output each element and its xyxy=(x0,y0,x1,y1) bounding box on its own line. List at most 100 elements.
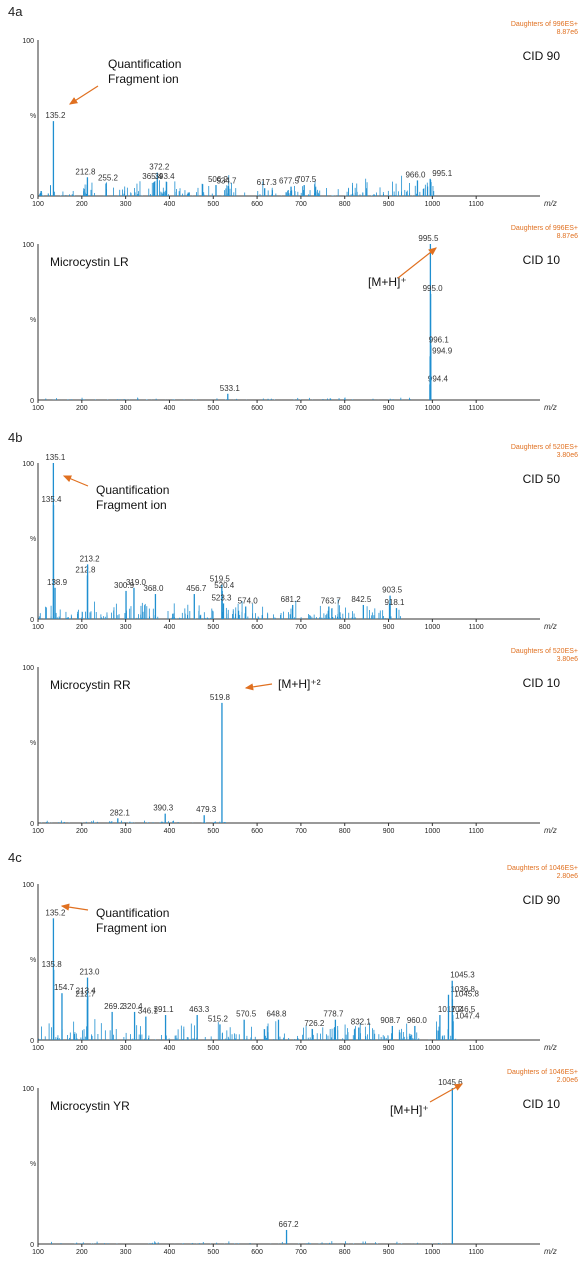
peak-label: 320.4 xyxy=(123,1002,144,1011)
peak-label: 212.8 xyxy=(75,167,96,176)
x-tick-label: 300 xyxy=(120,624,132,631)
peak-label: 135.8 xyxy=(42,960,63,969)
x-tick-label: 700 xyxy=(295,828,307,835)
annotation-label: Quantification xyxy=(96,906,169,920)
cid-label: CID 10 xyxy=(523,676,561,690)
peak-label: 154.7 xyxy=(54,983,75,992)
header-daughters: Daughters of 1046ES+ xyxy=(507,865,578,872)
peak-label: 617.3 xyxy=(257,178,278,187)
peak-label: 523.3 xyxy=(211,593,232,602)
header-intensity: 8.87e6 xyxy=(557,233,579,240)
peak-label: 908.7 xyxy=(380,1016,401,1025)
x-tick-label: 600 xyxy=(251,1249,263,1256)
x-tick-label: 600 xyxy=(251,624,263,631)
y-tick-label: 100 xyxy=(22,242,34,249)
annotation-label: [M+H]⁺² xyxy=(278,677,321,691)
x-tick-label: 700 xyxy=(295,201,307,208)
x-tick-label: 900 xyxy=(383,405,395,412)
x-tick-label: 800 xyxy=(339,201,351,208)
x-tick-label: 300 xyxy=(120,1249,132,1256)
spectrum-title: Microcystin YR xyxy=(50,1099,130,1113)
percent-label: % xyxy=(30,740,36,747)
annotation-label: Fragment ion xyxy=(108,72,179,86)
x-tick-label: 600 xyxy=(251,1045,263,1052)
figure-label-4c: 4c xyxy=(8,850,22,865)
peak-label: 1046.5 xyxy=(451,1005,476,1014)
x-tick-label: 300 xyxy=(120,828,132,835)
peak-label: 677.5 xyxy=(279,177,300,186)
peak-label: 212.8 xyxy=(75,565,96,574)
peak-label: 996.1 xyxy=(429,335,450,344)
peak-label: 393.4 xyxy=(155,172,176,181)
spectrum-title: Microcystin LR xyxy=(50,255,129,269)
annotation-arrow xyxy=(429,1083,464,1103)
x-axis-label: m/z xyxy=(544,1043,557,1052)
peak-label: 135.1 xyxy=(45,453,66,462)
peak-label: 282.1 xyxy=(110,808,131,817)
peak-label: 533.1 xyxy=(220,384,241,393)
x-tick-label: 100 xyxy=(32,201,44,208)
annotation-label: Fragment ion xyxy=(96,498,167,512)
x-tick-label: 500 xyxy=(207,201,219,208)
x-tick-label: 100 xyxy=(32,624,44,631)
peak-label: 390.3 xyxy=(153,804,174,813)
x-tick-label: 400 xyxy=(164,828,176,835)
x-tick-label: 100 xyxy=(32,1045,44,1052)
peak-label: 681.2 xyxy=(281,595,302,604)
x-tick-label: 700 xyxy=(295,1249,307,1256)
annotation-label: Fragment ion xyxy=(96,921,167,935)
header-intensity: 2.80e6 xyxy=(557,873,579,880)
x-tick-label: 400 xyxy=(164,1249,176,1256)
figure-label-4b: 4b xyxy=(8,430,23,445)
cid-label: CID 10 xyxy=(523,253,561,267)
x-tick-label: 1100 xyxy=(469,1045,484,1052)
peak-label: 456.7 xyxy=(186,584,207,593)
peak-label: 213.0 xyxy=(79,968,100,977)
x-axis-label: m/z xyxy=(544,403,557,412)
peak-label: 515.2 xyxy=(208,1014,229,1023)
x-tick-label: 1000 xyxy=(425,624,441,631)
peak-label: 319.0 xyxy=(126,578,147,587)
cid-label: CID 90 xyxy=(523,49,561,63)
x-tick-label: 500 xyxy=(207,1045,219,1052)
y-tick-label: 100 xyxy=(22,461,34,468)
peak-label: 960.0 xyxy=(407,1016,428,1025)
x-tick-label: 1000 xyxy=(425,1045,441,1052)
x-tick-label: 600 xyxy=(251,405,263,412)
x-tick-label: 900 xyxy=(383,1249,395,1256)
percent-label: % xyxy=(30,536,36,543)
x-tick-label: 900 xyxy=(383,1045,395,1052)
annotation-label: [M+H]⁺ xyxy=(390,1103,429,1117)
x-tick-label: 400 xyxy=(164,624,176,631)
x-tick-label: 300 xyxy=(120,1045,132,1052)
y-tick-label: 0 xyxy=(30,821,34,828)
peak-label: 479.3 xyxy=(196,805,217,814)
percent-label: % xyxy=(30,113,36,120)
y-tick-label: 100 xyxy=(22,665,34,672)
y-tick-label: 0 xyxy=(30,1038,34,1045)
peak-label: 842.5 xyxy=(351,595,372,604)
annotation-arrow xyxy=(244,683,273,691)
peak-label: 574.0 xyxy=(238,597,259,606)
peak-label: 138.9 xyxy=(47,578,68,587)
cid-label: CID 10 xyxy=(523,1097,561,1111)
spectrum-title: Microcystin RR xyxy=(50,678,131,692)
cid-label: CID 50 xyxy=(523,472,561,486)
x-axis-label: m/z xyxy=(544,1247,557,1256)
peak-label: 1036.8 xyxy=(450,985,475,994)
peak-label: 255.2 xyxy=(98,174,119,183)
peak-label: 213.4 xyxy=(76,986,97,995)
header-daughters: Daughters of 996ES+ xyxy=(511,225,578,232)
peak-label: 391.1 xyxy=(154,1005,175,1014)
annotation-label: Quantification xyxy=(96,483,169,497)
x-tick-label: 300 xyxy=(120,405,132,412)
peak-label: 365.4 xyxy=(142,172,163,181)
x-tick-label: 800 xyxy=(339,405,351,412)
x-tick-label: 100 xyxy=(32,405,44,412)
header-intensity: 3.80e6 xyxy=(557,656,579,663)
x-tick-label: 1100 xyxy=(469,624,484,631)
x-tick-label: 300 xyxy=(120,201,132,208)
y-tick-label: 100 xyxy=(22,38,34,45)
y-tick-label: 100 xyxy=(22,1086,34,1093)
x-axis-label: m/z xyxy=(544,622,557,631)
